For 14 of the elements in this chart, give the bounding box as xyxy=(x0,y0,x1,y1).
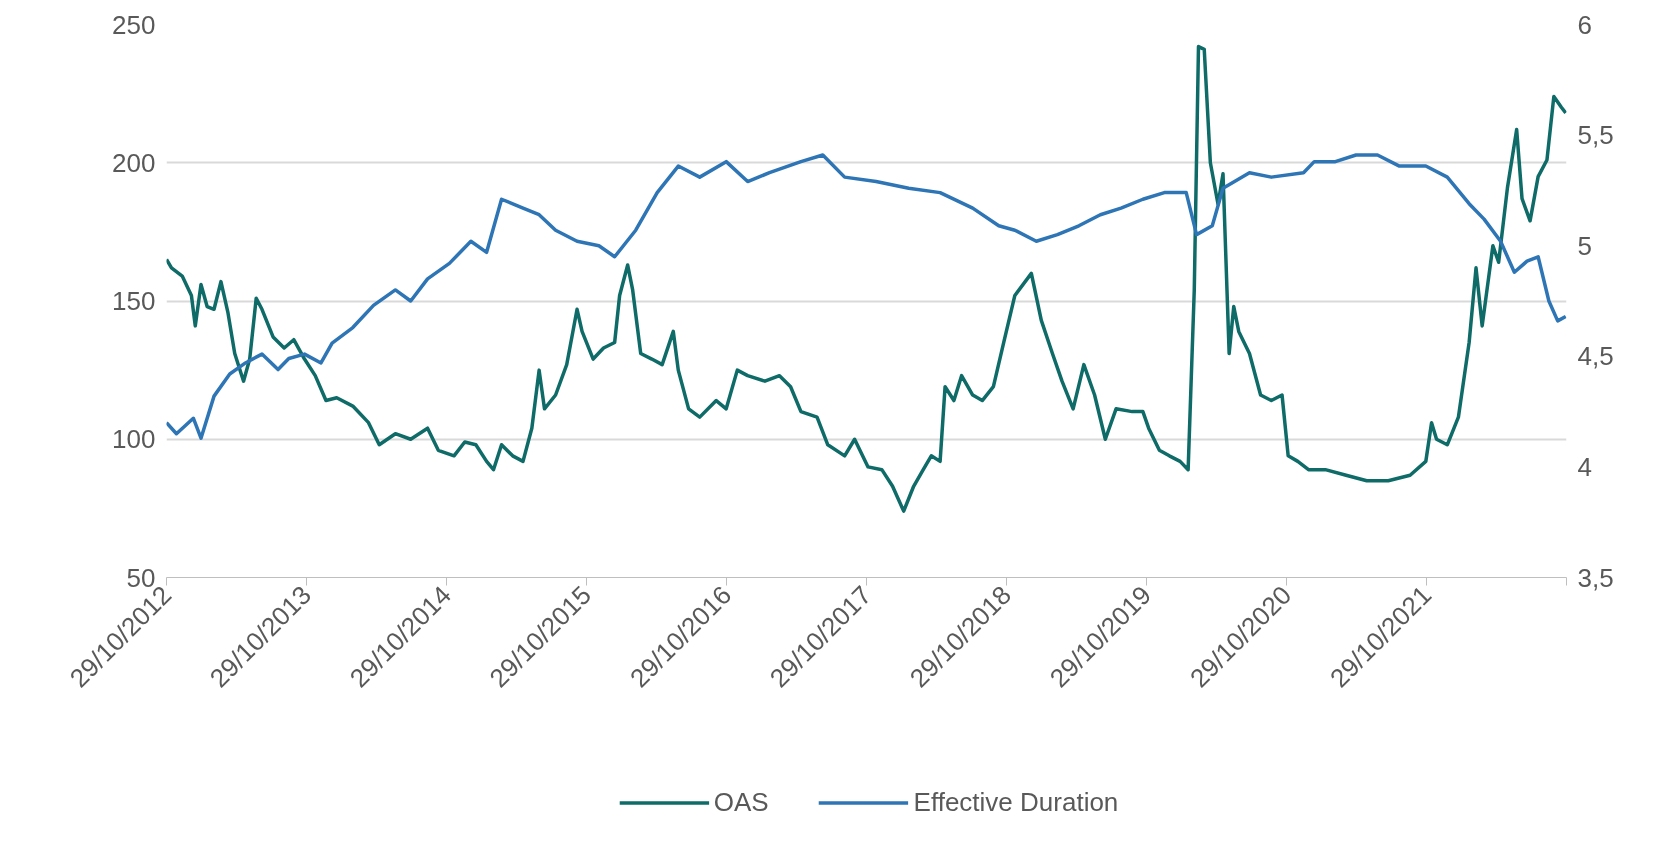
line-series xyxy=(166,44,1567,513)
legend-label: Effective Duration xyxy=(913,786,1119,818)
line-series xyxy=(166,153,1567,440)
y2-tick-label: 5,5 xyxy=(1577,120,1614,151)
y2-tick-label: 4 xyxy=(1577,451,1592,482)
y2-tick-label: 5 xyxy=(1577,230,1592,261)
y-tick-label: 150 xyxy=(112,286,156,316)
y-tick-label: 250 xyxy=(112,9,156,40)
y-tick-label: 100 xyxy=(112,424,156,455)
y2-tick-label: 4,5 xyxy=(1577,341,1614,372)
legend-label: OAS xyxy=(713,786,769,818)
y2-tick-label: 3,5 xyxy=(1577,562,1614,593)
y2-tick-label: 6 xyxy=(1577,9,1592,40)
y-tick-label: 200 xyxy=(112,147,156,178)
